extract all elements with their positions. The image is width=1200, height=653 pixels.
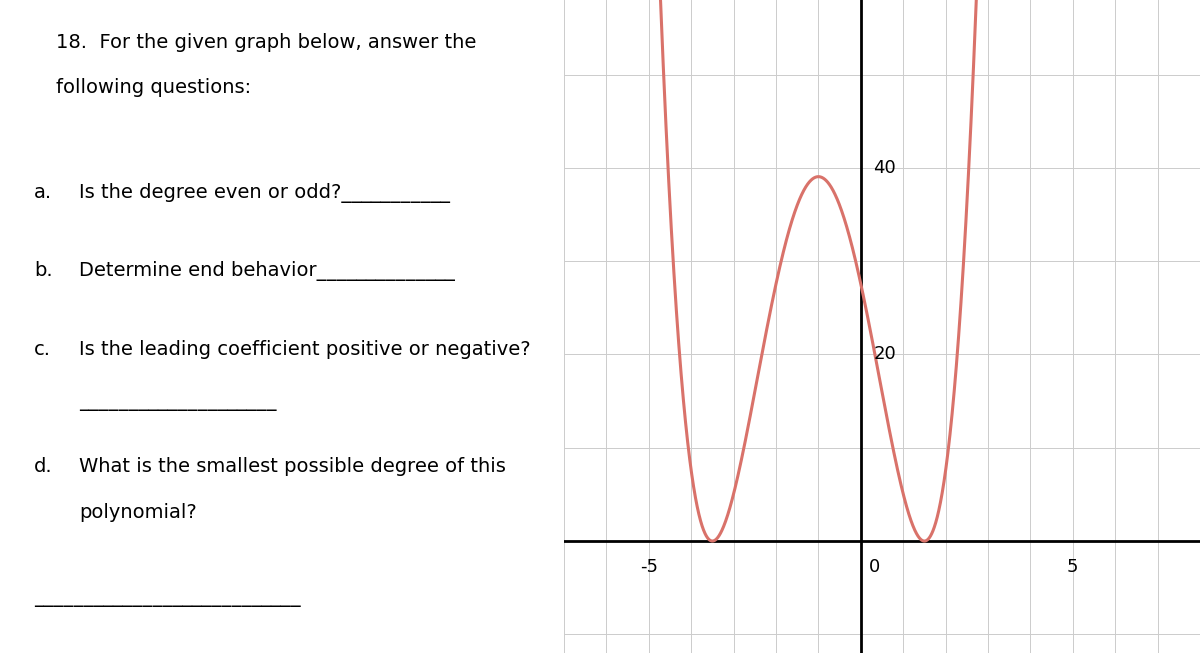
Text: b.: b. [34,261,53,280]
Text: d.: d. [34,457,53,476]
Text: a.: a. [34,183,52,202]
Text: 18.  For the given graph below, answer the: 18. For the given graph below, answer th… [56,33,476,52]
Text: following questions:: following questions: [56,78,252,97]
Text: Is the leading coefficient positive or negative?: Is the leading coefficient positive or n… [79,340,530,358]
Text: 40: 40 [874,159,896,177]
Text: c.: c. [34,340,50,358]
Text: 20: 20 [874,345,896,364]
Text: What is the smallest possible degree of this: What is the smallest possible degree of … [79,457,506,476]
Text: Determine end behavior______________: Determine end behavior______________ [79,261,455,281]
Text: ___________________________: ___________________________ [34,588,300,607]
Text: 0: 0 [869,558,881,576]
Text: polynomial?: polynomial? [79,503,197,522]
Text: ____________________: ____________________ [79,392,276,411]
Text: -5: -5 [640,558,658,576]
Text: Is the degree even or odd?___________: Is the degree even or odd?___________ [79,183,450,203]
Text: 5: 5 [1067,558,1079,576]
